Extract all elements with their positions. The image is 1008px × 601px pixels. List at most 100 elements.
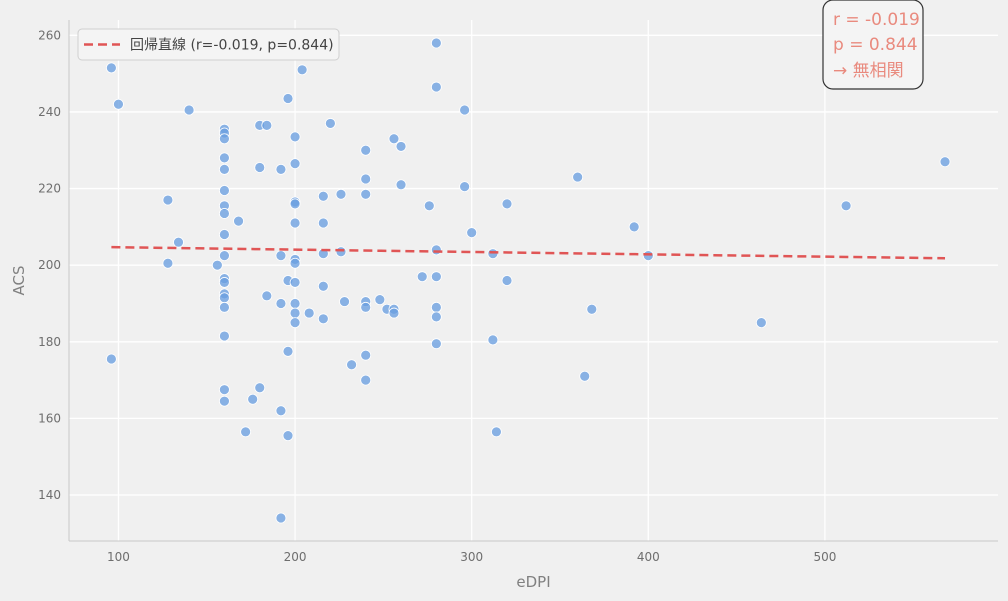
data-point — [219, 229, 230, 240]
data-point — [254, 162, 266, 173]
data-point — [219, 133, 230, 145]
data-point — [416, 271, 428, 283]
data-point — [247, 393, 259, 405]
data-point — [324, 118, 336, 129]
data-point — [459, 104, 471, 116]
data-point — [360, 301, 372, 313]
legend-label: 回帰直線 (r=-0.019, p=0.844) — [130, 37, 334, 54]
data-point — [219, 185, 230, 196]
data-point — [289, 131, 301, 143]
data-point — [360, 188, 372, 200]
data-point — [289, 298, 301, 309]
x-tick-label: 400 — [637, 550, 660, 564]
data-point — [183, 104, 195, 116]
data-point — [282, 93, 294, 104]
data-point — [840, 200, 852, 212]
data-point — [395, 179, 407, 191]
data-point — [275, 164, 287, 175]
data-point — [289, 257, 301, 269]
data-point — [254, 382, 266, 394]
data-point — [360, 374, 372, 386]
data-point — [388, 307, 400, 319]
data-point — [289, 158, 301, 170]
data-point — [579, 370, 591, 382]
data-point — [173, 236, 184, 248]
data-point — [430, 81, 442, 93]
x-tick-label: 100 — [107, 550, 130, 564]
data-point — [317, 217, 329, 229]
data-point — [374, 294, 386, 306]
data-point — [360, 349, 372, 361]
data-point — [388, 133, 400, 145]
y-tick-label: 260 — [38, 28, 61, 42]
annotation-line-r: r = -0.019 — [833, 10, 920, 30]
data-point — [219, 277, 230, 288]
y-tick-label: 180 — [38, 335, 61, 349]
data-point — [339, 296, 350, 307]
data-point — [289, 307, 301, 319]
legend: 回帰直線 (r=-0.019, p=0.844) — [77, 28, 340, 61]
data-point — [360, 173, 372, 185]
y-tick-label: 200 — [38, 258, 61, 272]
annotation-line-conclusion: → 無相関 — [833, 61, 904, 81]
data-point — [303, 307, 315, 319]
data-point — [113, 98, 124, 110]
y-tick-label: 160 — [38, 411, 61, 425]
data-point — [219, 164, 230, 175]
y-axis-label: ACS — [10, 266, 28, 296]
data-point — [219, 250, 230, 261]
data-point — [430, 311, 442, 323]
data-point — [572, 171, 584, 183]
data-point — [430, 271, 442, 283]
data-point — [289, 277, 301, 288]
y-tick-label: 220 — [38, 182, 61, 196]
data-point — [282, 345, 294, 357]
data-point — [211, 259, 223, 271]
data-point — [219, 330, 230, 342]
data-point — [275, 512, 287, 524]
data-point — [491, 426, 502, 438]
data-point — [360, 144, 372, 156]
data-point — [105, 353, 117, 365]
data-point — [466, 227, 478, 239]
data-point — [219, 208, 230, 219]
data-point — [335, 188, 347, 200]
data-point — [219, 152, 230, 164]
regression-line — [111, 245, 946, 260]
data-point — [939, 156, 951, 168]
data-point — [317, 313, 329, 325]
tick-labels: 100 200 300 400 500 140 160 180 200 220 240 260 — [38, 28, 836, 564]
data-points — [105, 37, 951, 524]
data-point — [219, 384, 230, 396]
data-point — [423, 200, 435, 212]
data-point — [317, 190, 329, 202]
data-point — [586, 303, 598, 315]
data-point — [430, 37, 442, 49]
data-point — [395, 141, 407, 152]
data-point — [233, 215, 244, 227]
data-point — [459, 181, 471, 193]
data-point — [430, 338, 442, 350]
annotation-box: r = -0.019 p = 0.844 → 無相関 — [822, 0, 924, 90]
x-tick-label: 300 — [460, 550, 483, 564]
data-point — [261, 119, 273, 131]
y-tick-label: 140 — [38, 488, 61, 502]
data-point — [240, 426, 252, 438]
legend-box — [77, 28, 340, 61]
x-tick-label: 500 — [813, 550, 836, 564]
x-tick-label: 200 — [284, 550, 307, 564]
data-point — [275, 405, 287, 417]
data-point — [105, 62, 117, 74]
grid-lines — [69, 20, 998, 541]
data-point — [275, 298, 287, 309]
data-point — [275, 250, 287, 261]
data-point — [289, 317, 301, 329]
annotation-line-p: p = 0.844 — [833, 35, 918, 55]
data-point — [487, 334, 499, 346]
data-point — [430, 301, 442, 313]
data-point — [501, 198, 513, 210]
data-point — [296, 64, 308, 76]
data-point — [755, 317, 767, 329]
data-point — [261, 290, 273, 302]
